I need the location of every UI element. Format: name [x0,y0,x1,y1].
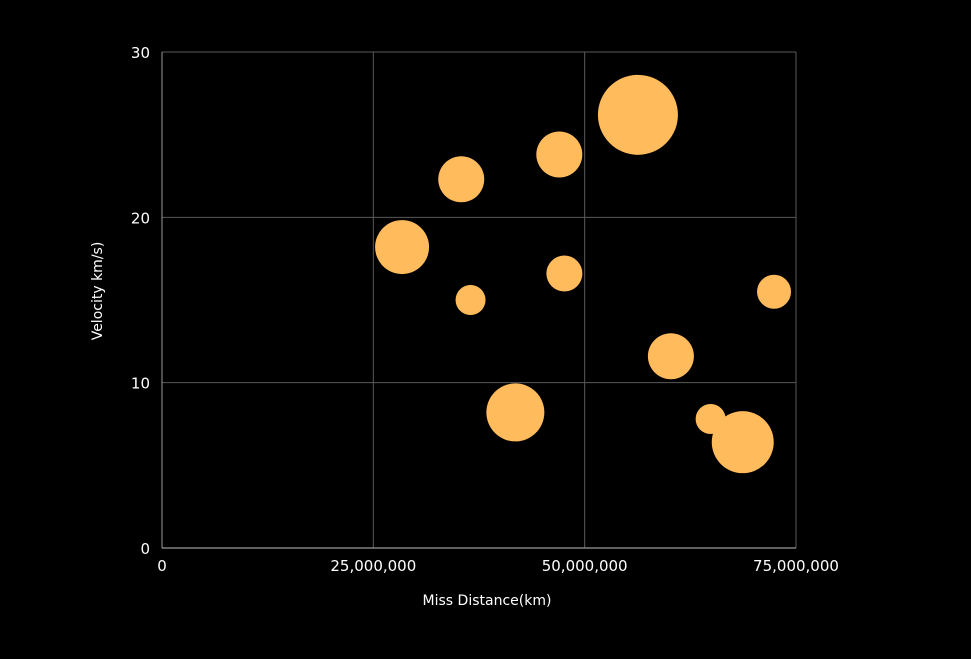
y-tick-label: 0 [140,540,150,558]
grid-lines [162,51,797,548]
bubble [711,411,774,474]
bubble [647,333,694,380]
x-tick-label: 25,000,000 [330,557,416,575]
y-tick-label: 10 [131,375,150,393]
x-tick-label: 50,000,000 [542,557,628,575]
x-tick-label: 75,000,000 [753,557,839,575]
bubble [375,220,430,275]
y-tick-labels: 0 10 20 30 [131,44,150,558]
x-axis-title: Miss Distance(km) [423,593,552,609]
bubble [757,274,792,309]
bubble [597,74,678,155]
bubble [438,156,485,203]
bubble [455,285,486,315]
bubble [486,383,545,442]
x-tick-label: 0 [157,557,167,575]
axes [161,52,796,549]
bubble [546,255,583,292]
bubbles [375,74,792,474]
y-axis-title: Velocity km/s) [90,242,106,341]
y-tick-label: 30 [131,44,150,62]
y-tick-label: 20 [131,209,150,227]
bubble [536,131,583,178]
x-tick-labels: 0 25,000,000 50,000,000 75,000,000 [157,557,839,575]
